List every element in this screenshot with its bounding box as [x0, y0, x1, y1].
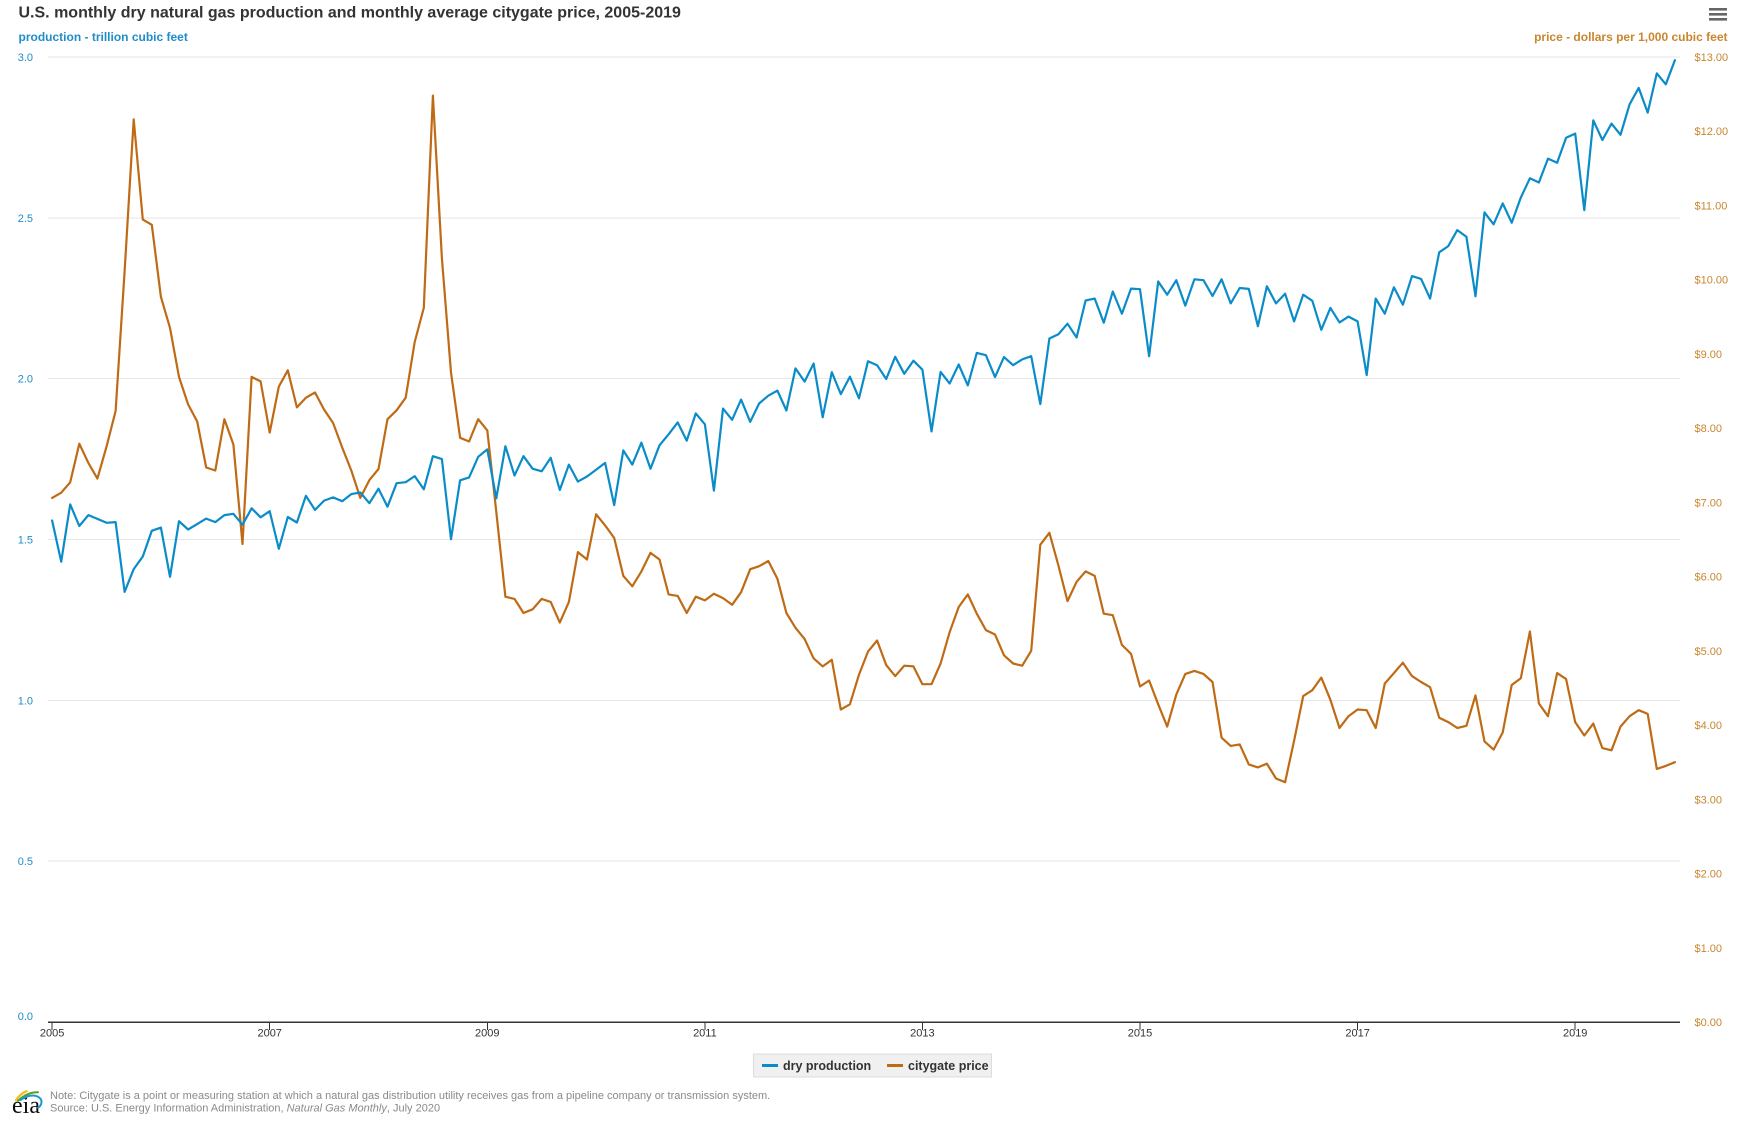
svg-text:2009: 2009 — [475, 1028, 499, 1040]
svg-text:$7.00: $7.00 — [1695, 497, 1723, 509]
svg-text:1.0: 1.0 — [18, 695, 33, 707]
svg-text:$3.00: $3.00 — [1695, 794, 1723, 806]
svg-text:$4.00: $4.00 — [1695, 720, 1723, 732]
svg-text:$9.00: $9.00 — [1695, 349, 1723, 361]
svg-text:1.5: 1.5 — [18, 535, 33, 547]
svg-text:$0.00: $0.00 — [1695, 1017, 1723, 1029]
svg-text:dry production: dry production — [783, 1059, 871, 1073]
svg-text:$8.00: $8.00 — [1695, 423, 1723, 435]
svg-text:$6.00: $6.00 — [1695, 572, 1723, 584]
svg-text:U.S. monthly dry natural gas p: U.S. monthly dry natural gas production … — [19, 5, 682, 22]
svg-text:$5.00: $5.00 — [1695, 646, 1723, 658]
svg-text:2.5: 2.5 — [18, 213, 33, 225]
svg-text:$11.00: $11.00 — [1695, 201, 1728, 213]
svg-text:0.5: 0.5 — [18, 856, 33, 868]
svg-text:citygate price: citygate price — [908, 1059, 989, 1073]
svg-text:$13.00: $13.00 — [1695, 52, 1729, 64]
svg-text:price - dollars per 1,000 cubi: price - dollars per 1,000 cubic feet — [1534, 30, 1727, 44]
svg-text:Source: U.S. Energy Informatio: Source: U.S. Energy Information Administ… — [50, 1103, 440, 1115]
svg-text:production - trillion cubic fe: production - trillion cubic feet — [19, 30, 188, 44]
svg-text:$10.00: $10.00 — [1695, 275, 1729, 287]
svg-text:$1.00: $1.00 — [1695, 943, 1723, 955]
svg-text:2013: 2013 — [910, 1028, 934, 1040]
svg-text:2011: 2011 — [693, 1028, 717, 1040]
svg-text:2019: 2019 — [1563, 1028, 1587, 1040]
svg-text:2005: 2005 — [40, 1028, 64, 1040]
svg-text:$12.00: $12.00 — [1695, 126, 1729, 138]
svg-text:$2.00: $2.00 — [1695, 869, 1723, 881]
svg-text:2015: 2015 — [1128, 1028, 1152, 1040]
svg-text:Note: Citygate is a point or m: Note: Citygate is a point or measuring s… — [50, 1090, 770, 1102]
svg-text:2.0: 2.0 — [18, 374, 33, 386]
svg-text:2007: 2007 — [257, 1028, 281, 1040]
svg-text:2017: 2017 — [1345, 1028, 1369, 1040]
svg-text:3.0: 3.0 — [18, 52, 33, 64]
svg-text:0.0: 0.0 — [18, 1011, 33, 1023]
